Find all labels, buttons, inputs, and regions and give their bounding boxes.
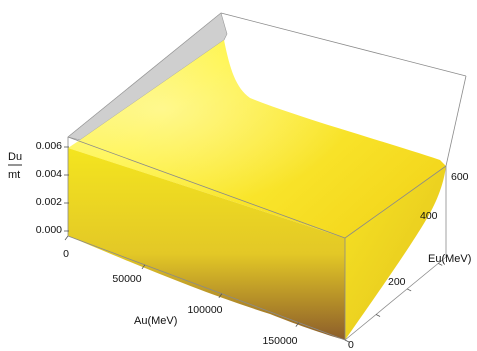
z-label-denominator: mt [8, 169, 20, 181]
axis-ticks [64, 146, 443, 343]
z-tick-label: 0.004 [36, 168, 62, 180]
surface-right-face [345, 166, 446, 340]
surface-cap [67, 12, 228, 141]
z-tick-label: 0.002 [36, 196, 62, 208]
z-label-numerator: Du [8, 151, 22, 163]
tick-mark [218, 293, 223, 299]
x-tick-label: 150000 [262, 335, 297, 347]
tick-mark [64, 235, 69, 241]
z-axis: 0.006 0.004 0.002 0.000 [36, 140, 62, 236]
tick-mark [141, 264, 146, 270]
x-tick-label: 0 [63, 248, 69, 260]
tick-mark [438, 263, 443, 266]
x-tick-label: 50000 [112, 273, 141, 285]
y-tick-label: 200 [388, 276, 406, 288]
x-axis: 0 50000 100000 150000 Au(MeV) [63, 248, 298, 347]
z-tick-label: 0.000 [36, 224, 62, 236]
tick-mark [375, 314, 381, 317]
tick-mark [295, 322, 300, 327]
y-tick-label: 400 [420, 210, 438, 222]
z-tick-label: 0.006 [36, 140, 62, 152]
y-tick-label: 600 [451, 171, 469, 183]
tick-mark [344, 339, 350, 343]
y-axis: 0 200 400 600 Eu(MeV) [348, 171, 471, 351]
surface-front-face [68, 148, 345, 340]
surface-glow [68, 40, 446, 238]
tick-mark [406, 288, 412, 292]
z-axis-label: Du mt [8, 151, 22, 181]
y-tick-label: 0 [348, 339, 354, 351]
y-axis-label: Eu(MeV) [428, 253, 471, 265]
x-axis-label: Au(MeV) [134, 315, 177, 327]
x-tick-label: 100000 [187, 304, 222, 316]
